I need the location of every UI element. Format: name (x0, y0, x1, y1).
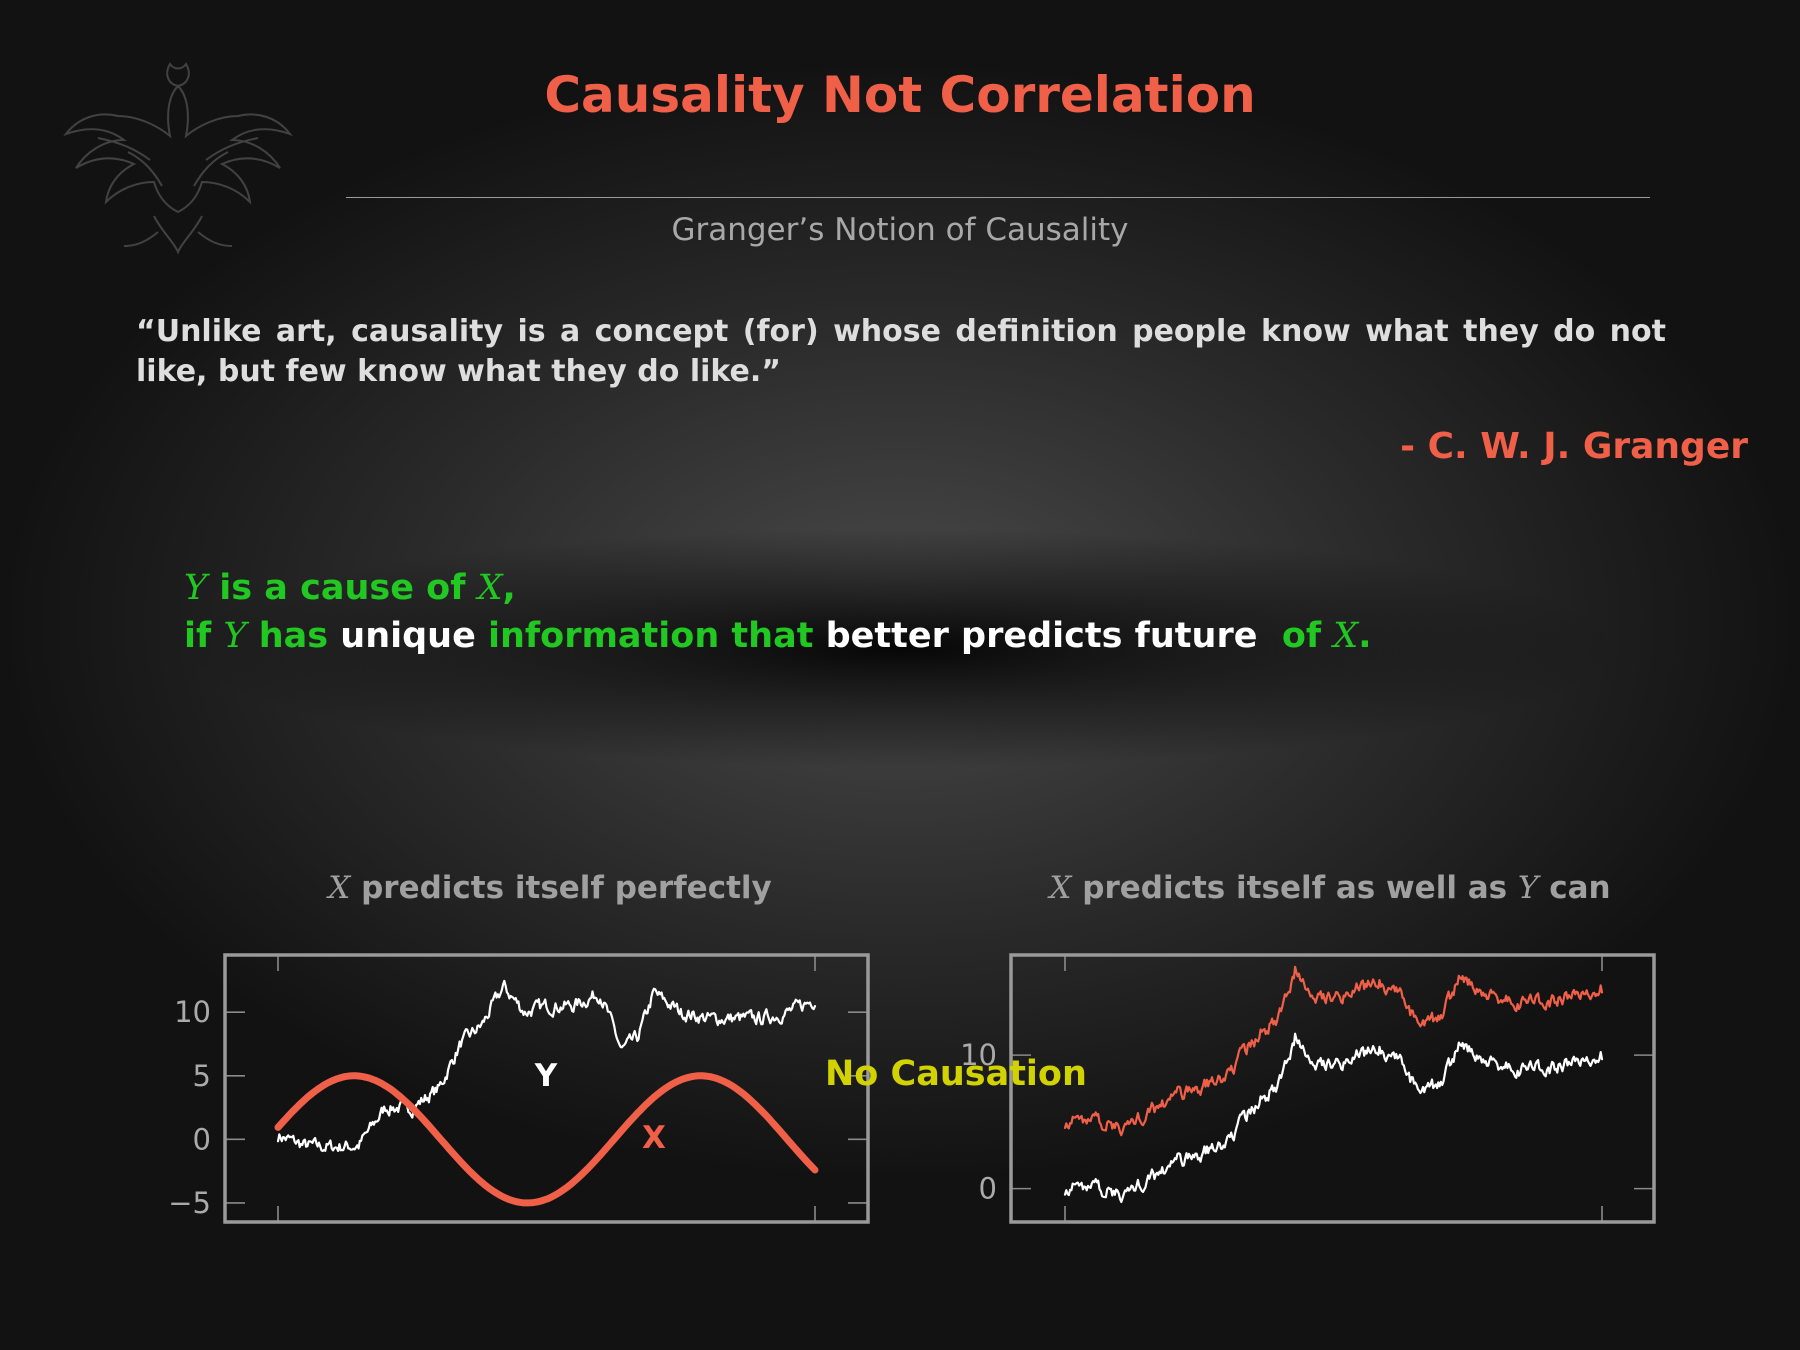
y-tick-label: −5 (168, 1186, 211, 1220)
no-causation-label: No Causation (825, 1054, 1087, 1094)
series-line-y (1063, 1032, 1604, 1204)
caption-var-x: X (328, 870, 351, 906)
var-y: Y (223, 616, 247, 656)
var-x: X (477, 568, 503, 608)
series-line-y (276, 979, 817, 1153)
definition-has: has (258, 616, 329, 656)
caption-text: predicts itself as well as (1082, 870, 1508, 906)
definition-end: . (1358, 616, 1372, 656)
definition-unique: unique (340, 616, 476, 656)
definition-line-1: Y is a cause of X, (184, 568, 516, 608)
definition-text: is a cause of (219, 568, 466, 608)
chart-2-caption: X predicts itself as well as Y can (990, 870, 1670, 906)
y-tick-label: 5 (193, 1059, 211, 1093)
slide-title: Causality Not Correlation (544, 66, 1256, 124)
caption-var-y: Y (1517, 870, 1539, 906)
y-tick-label: 10 (174, 995, 211, 1029)
slide-subtitle: Granger’s Notion of Causality (671, 212, 1129, 248)
definition-if: if (184, 616, 212, 656)
definition-of: of (1281, 616, 1322, 656)
quote-author: - C. W. J. Granger (1400, 426, 1748, 467)
plot-frame (1009, 953, 1656, 1224)
definition-better: better predicts future (825, 616, 1258, 656)
var-x: X (1333, 616, 1359, 656)
series-line-x (1063, 965, 1604, 1137)
granger-quote: “Unlike art, causality is a concept (for… (136, 314, 1666, 389)
caption-text: predicts itself perfectly (361, 870, 772, 906)
y-tick-label: 0 (979, 1172, 997, 1206)
definition-line-2: if Y has unique information that better … (184, 616, 1372, 656)
series-label-y: Y (534, 1058, 558, 1094)
title-divider (346, 197, 1650, 198)
caption-text-end: can (1549, 870, 1611, 906)
chart-1-caption: X predicts itself perfectly (220, 870, 880, 906)
var-y: Y (184, 568, 208, 608)
phoenix-crest-logo (63, 62, 293, 255)
definition-information: information that (488, 616, 814, 656)
series-label-x: X (642, 1120, 666, 1156)
series-line-x (274, 1072, 819, 1207)
caption-var-x: X (1049, 870, 1072, 906)
y-tick-label: 10 (960, 1038, 997, 1072)
plot-frame (223, 953, 870, 1224)
y-tick-label: 0 (193, 1122, 211, 1156)
definition-punct: , (502, 568, 516, 608)
